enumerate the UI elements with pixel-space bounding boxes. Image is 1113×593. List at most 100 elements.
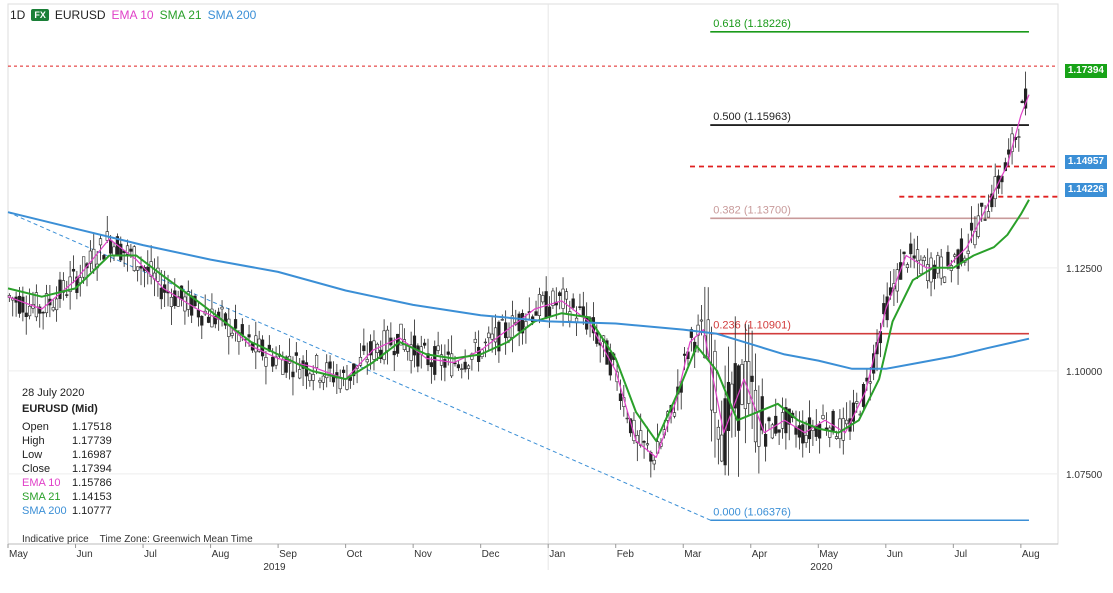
candle-body (652, 459, 656, 465)
candle-body (71, 268, 76, 272)
candle-body (125, 245, 130, 255)
x-tick-label: Aug (1022, 549, 1040, 560)
candle-body (625, 417, 629, 420)
candle-body (385, 329, 390, 352)
fx-badge-icon: FX (31, 9, 49, 21)
candle-body (392, 350, 396, 356)
candle-body (764, 433, 768, 447)
candle-body (946, 251, 950, 267)
candle-body (915, 249, 920, 262)
candle-body (129, 248, 133, 252)
candlesticks (7, 71, 1028, 478)
candle-body (980, 202, 984, 207)
candle-body (186, 291, 190, 310)
candle-body (28, 305, 32, 317)
candle-body (41, 311, 45, 314)
candle-body (109, 239, 113, 254)
info-row-close: Close 1.17394 (22, 463, 112, 475)
interval-label[interactable]: 1D (10, 8, 26, 22)
sma21-legend[interactable]: SMA 21 (159, 8, 202, 22)
chart-header: 1D FX EURUSD EMA 10 SMA 21 SMA 200 (10, 6, 256, 24)
candle-body (747, 361, 751, 404)
candle-body (541, 295, 545, 303)
candle-body (119, 243, 123, 261)
candle-body (247, 334, 251, 338)
candle-body (88, 250, 92, 264)
ema10-legend[interactable]: EMA 10 (111, 8, 154, 22)
candle-body (220, 306, 224, 310)
chart-footer: Indicative price Time Zone: Greenwich Me… (22, 534, 253, 545)
candle-body (399, 323, 403, 346)
year-label: 2019 (263, 562, 286, 573)
fib-label: 0.000 (1.06376) (713, 506, 791, 518)
candle-body (534, 311, 538, 316)
x-tick-label: May (819, 549, 838, 560)
candle-body (453, 362, 457, 365)
candle-body (463, 361, 467, 370)
x-tick-label: Oct (347, 549, 363, 560)
timezone-note: Time Zone: Greenwich Mean Time (99, 534, 253, 545)
x-tick-label: Sep (279, 549, 297, 560)
candle-body (213, 315, 217, 325)
level-price-tag-upper: 1.14957 (1064, 155, 1107, 169)
candle-body (1020, 100, 1024, 104)
candle-body (828, 427, 832, 438)
info-row-sma200: SMA 200 1.10777 (22, 505, 112, 517)
candle-body (291, 371, 295, 378)
y-axis: 1.07500 1.10000 1.12500 (1066, 264, 1103, 481)
sma200-legend[interactable]: SMA 200 (207, 8, 257, 22)
fib-label: 0.500 (1.15963) (713, 111, 791, 123)
candle-body (38, 306, 42, 314)
candle-body (919, 259, 923, 275)
candle-body (551, 290, 555, 306)
candle-body (517, 313, 521, 332)
candle-body (882, 303, 886, 315)
candle-body (909, 243, 913, 255)
candle-body (905, 264, 910, 269)
candle-body (416, 345, 420, 367)
candle-body (223, 313, 228, 326)
x-tick-label: Mar (684, 549, 702, 560)
x-tick-label: Feb (617, 549, 635, 560)
candle-body (466, 365, 471, 369)
candle-body (369, 341, 373, 356)
indicative-note: Indicative price (22, 534, 89, 545)
fib-label: 0.236 (1.10901) (713, 320, 791, 332)
info-date: 28 July 2020 (22, 387, 85, 399)
candle-body (493, 327, 498, 343)
candle-body (17, 295, 22, 314)
candle-body (490, 333, 494, 340)
candle-body (149, 261, 153, 277)
symbol-label[interactable]: EURUSD (54, 8, 106, 22)
candle-body (986, 211, 991, 218)
descending-trendline (7, 211, 711, 521)
candle-body (325, 362, 329, 379)
candle-body (227, 318, 231, 337)
candle-body (750, 375, 754, 382)
candle-body (912, 255, 916, 259)
candle-body (953, 254, 957, 257)
fib-label: 0.382 (1.13700) (713, 204, 791, 216)
candle-body (561, 288, 565, 309)
candle-body (770, 424, 774, 439)
candle-body (311, 374, 315, 381)
x-tick-label: Jun (77, 549, 93, 560)
candle-body (902, 251, 906, 255)
candle-body (284, 356, 288, 373)
candle-body (98, 238, 103, 246)
candle-body (136, 266, 140, 271)
y-tick-label: 1.07500 (1066, 470, 1103, 481)
candle-body (341, 369, 346, 373)
candle-body (956, 249, 960, 269)
x-tick-label: Nov (414, 549, 432, 560)
candle-body (436, 345, 440, 351)
x-tick-label: Aug (212, 549, 230, 560)
candle-body (558, 292, 562, 296)
info-row-low: Low 1.16987 (22, 449, 112, 461)
candle-body (321, 375, 325, 383)
horizontal-levels (8, 65, 1058, 198)
candle-body (24, 312, 28, 318)
candle-body (855, 401, 859, 404)
indicator-lines (7, 94, 1030, 458)
